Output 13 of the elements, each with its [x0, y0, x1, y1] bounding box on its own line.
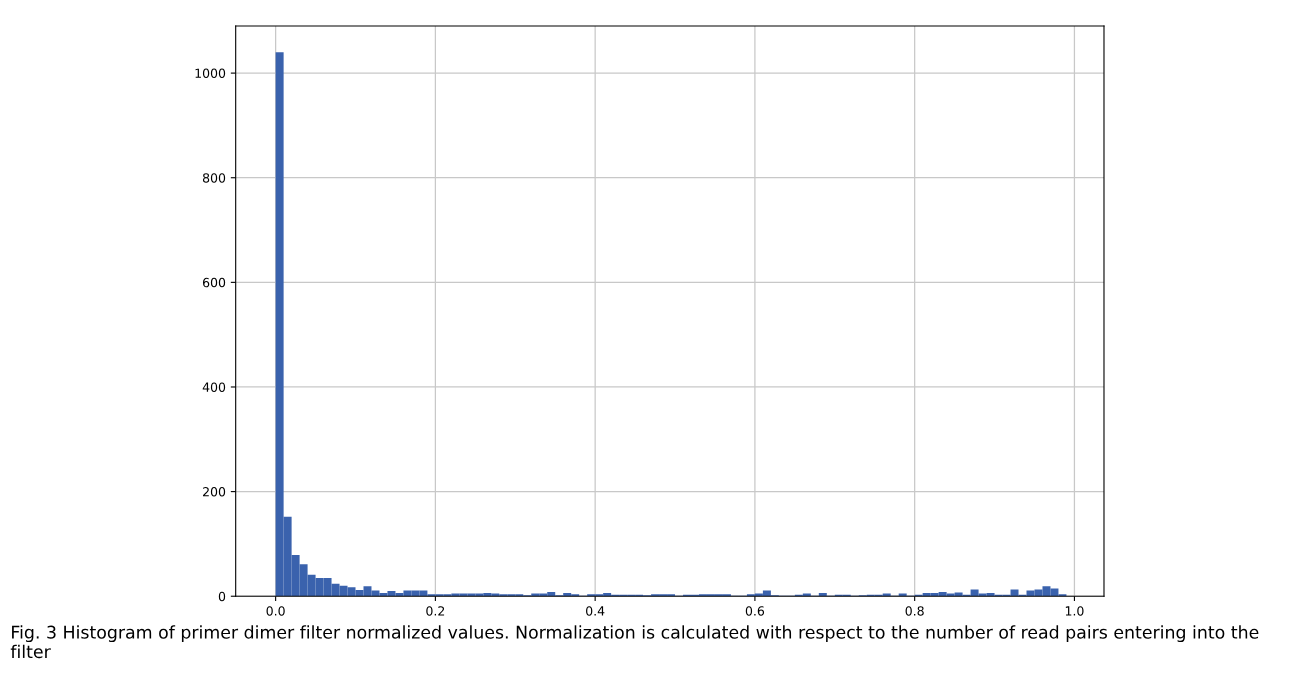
- x-tick-label: 0.2: [426, 606, 445, 616]
- y-tick-label: 400: [202, 382, 226, 392]
- y-tick-label: 0: [218, 591, 226, 602]
- x-tick-label: 0.6: [745, 606, 765, 616]
- x-tick-label: 0.0: [266, 606, 285, 616]
- caption: Fig. 3 Histogram of primer dimer filter normalized values. Normalization is calculated with respect to the number of read pairs entering into the filter: [10, 625, 1259, 659]
- x-tick-label: 1.0: [1065, 606, 1084, 616]
- x-tick-label: 0.4: [586, 606, 605, 616]
- y-tick-label: 1000: [195, 68, 226, 79]
- y-tick-label: 800: [202, 173, 226, 183]
- y-tick-label: 200: [203, 487, 226, 497]
- y-tick-label: 600: [202, 277, 226, 288]
- x-tick-label: 0.8: [905, 606, 924, 616]
